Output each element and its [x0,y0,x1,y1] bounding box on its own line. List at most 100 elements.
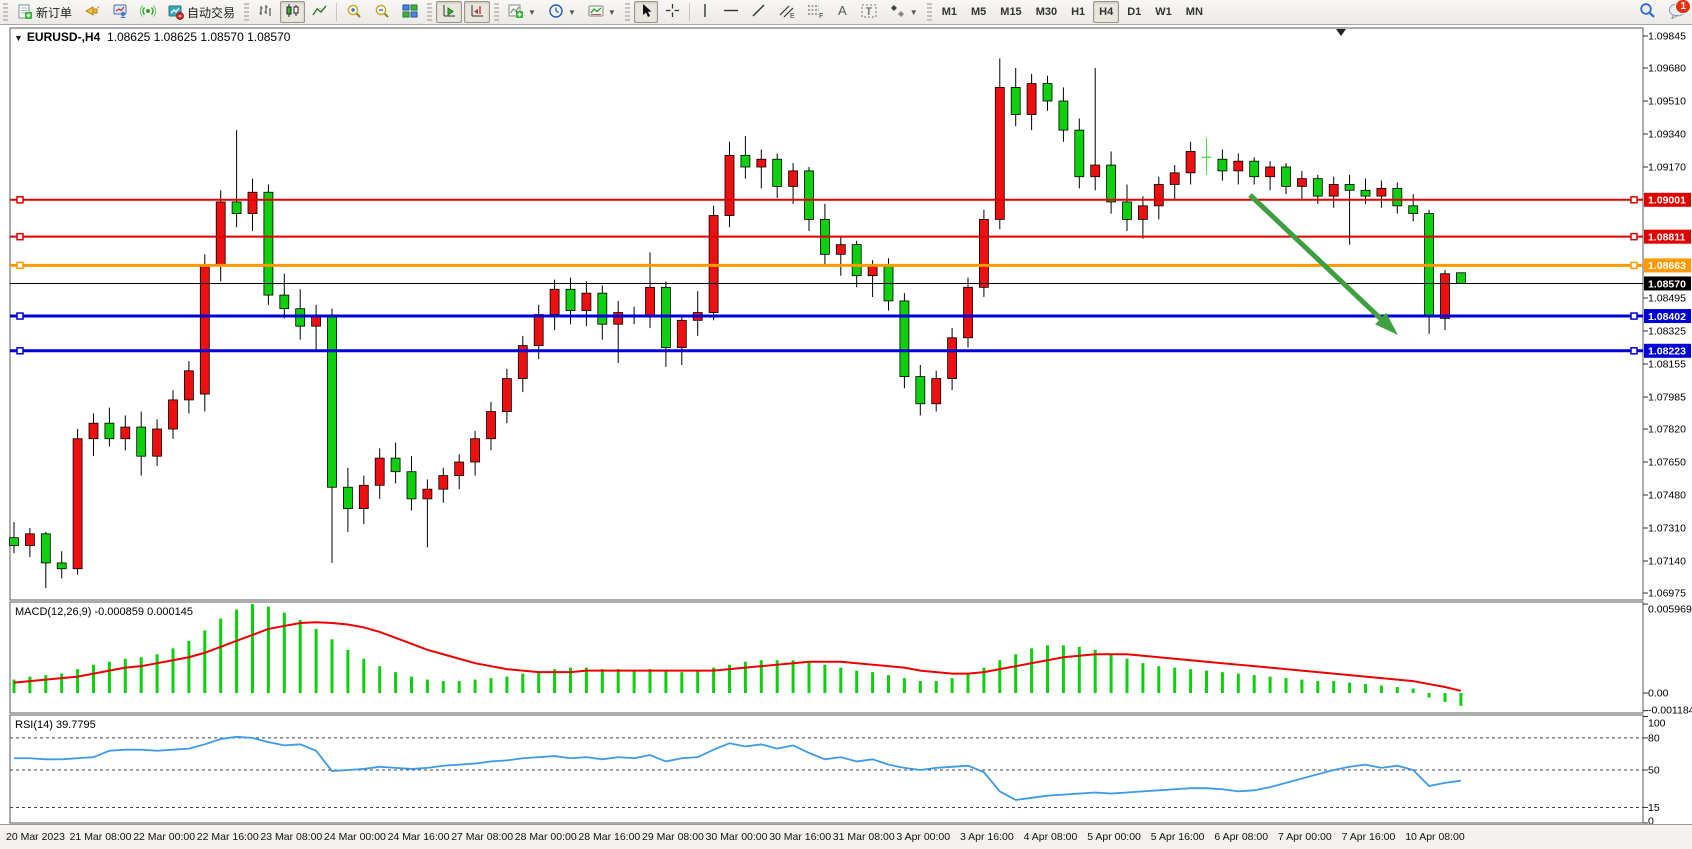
main-chart-panel[interactable] [9,27,1644,601]
price-badge [1644,192,1691,207]
signal-button[interactable] [135,1,161,23]
cursor-button[interactable] [633,1,658,23]
time-axis-label: 22 Mar 00:00 [133,831,196,843]
candle-down [1074,129,1085,178]
candle-up [549,288,560,315]
candle-up [533,314,544,346]
macd-bar [743,661,747,693]
main-toolbar: 新订单 自动交易 ▼ ▼ ▼ [0,0,1692,25]
candle-down [1106,164,1116,203]
timeframe-m5-button[interactable]: M5 [971,6,987,18]
timeframe-mn-button[interactable]: MN [1185,6,1203,18]
line-chart-button[interactable] [307,1,332,23]
notifications-button[interactable]: 1 [1663,0,1691,23]
macd-bar [1109,654,1113,693]
trendline-button[interactable] [746,1,771,23]
periods-button[interactable]: ▼ [543,1,581,23]
chart-shift-button[interactable] [464,1,491,23]
tile-windows-button[interactable] [397,1,423,23]
macd-bar [187,640,191,693]
chart-shift-marker[interactable] [1336,29,1346,36]
macd-tick-label: 0.005969 [1648,604,1692,616]
vertical-line-icon [699,3,711,21]
candle-down [406,471,417,500]
macd-bar [203,630,207,693]
timeframe-h4-button[interactable]: H4 [1093,1,1120,23]
timeframe-w1-button[interactable]: W1 [1155,6,1172,18]
horizontal-line-button[interactable] [718,1,744,23]
timeframe-h1-button[interactable]: H1 [1071,6,1086,18]
crosshair-button[interactable] [660,1,685,23]
line-handle[interactable] [16,196,24,204]
line-handle[interactable] [1630,261,1638,270]
macd-bar [314,628,318,693]
one-click-collapse-icon[interactable]: ▼ [14,33,23,43]
line-handle[interactable] [1630,196,1638,204]
macd-bar [1364,684,1367,693]
line-handle[interactable] [1630,312,1638,320]
line-handle[interactable] [16,347,24,355]
candle-down [804,170,814,220]
text-button[interactable]: A [831,1,854,23]
macd-bar [473,679,477,693]
candle-up [501,378,512,412]
candle-up [1185,151,1196,174]
equidistant-channel-button[interactable]: E [773,1,800,23]
autotrading-button[interactable]: 自动交易 [163,1,240,23]
macd-bar [950,678,954,693]
candlestick-chart-button[interactable] [280,1,306,23]
zoom-out-button[interactable] [369,1,395,23]
announcements-button[interactable] [79,1,105,23]
time-axis-label: 7 Apr 16:00 [1341,831,1396,843]
text-label-button[interactable]: T [856,1,883,23]
line-handle[interactable] [16,261,24,270]
rsi-indicator-label: RSI(14) 39.7795 [15,719,96,731]
price-badge [1644,276,1691,291]
timeframe-m30-button[interactable]: M30 [1035,6,1058,18]
arrows-tool-button[interactable]: ▼ [885,1,923,23]
macd-bar [330,639,334,693]
timeframe-d1-button[interactable]: D1 [1127,6,1142,18]
macd-panel[interactable] [9,601,1644,714]
trendline-icon [751,3,766,21]
new-order-button[interactable]: 新订单 [12,1,77,23]
zoom-in-button[interactable] [341,1,367,23]
macd-bar [1284,678,1288,693]
macd-bar [1348,682,1352,693]
candle-down [231,201,242,214]
indicators-button[interactable]: ▼ [503,1,541,23]
annotation-arrow-line[interactable] [1248,193,1389,326]
candle-up [931,378,942,405]
macd-bar [680,672,684,693]
chevron-down-icon: ▼ [528,7,536,17]
rsi-tick-label: 80 [1648,732,1660,744]
macd-bar [378,666,382,693]
line-handle[interactable] [1630,232,1638,241]
search-button[interactable] [1634,1,1661,23]
line-handle[interactable] [16,312,24,320]
fibonacci-button[interactable]: F [802,1,829,23]
time-axis[interactable]: 20 Mar 2023 21 Mar 08:00 22 Mar 00:00 22 Ma… [0,824,1692,849]
macd-bar [696,670,700,693]
rsi-panel[interactable] [9,714,1644,824]
macd-bar [855,670,859,693]
annotation-arrow-head[interactable] [1375,312,1398,335]
autotrading-icon [168,4,184,20]
profile-button[interactable] [107,1,133,23]
bar-chart-button[interactable] [253,1,278,23]
candle-down [327,316,337,488]
line-handle[interactable] [16,232,24,241]
chart-ohlc-values: 1.08625 1.08625 1.08570 1.08570 [106,30,291,44]
timeframe-m15-button[interactable]: M15 [1000,6,1022,18]
macd-bar [1077,646,1081,693]
macd-bar [362,658,366,693]
timeframe-m1-button[interactable]: M1 [941,6,957,18]
vertical-line-button[interactable] [694,1,716,23]
candle-down [56,562,67,570]
macd-bar [1046,645,1049,693]
line-handle[interactable] [1630,347,1638,355]
new-order-icon [17,4,33,20]
templates-button[interactable]: ▼ [583,1,621,23]
auto-scroll-button[interactable] [436,1,463,23]
